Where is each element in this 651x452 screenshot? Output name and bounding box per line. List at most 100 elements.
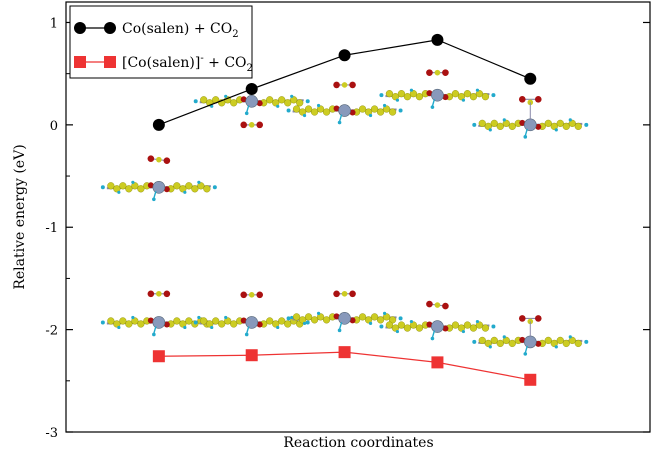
cobalt-atom — [152, 316, 166, 329]
hydrogen-atom — [368, 113, 373, 118]
bond — [153, 191, 157, 199]
molecule-insets — [100, 69, 589, 356]
oxygen-atom — [147, 182, 154, 189]
hydrogen-atom — [152, 332, 156, 337]
carbon-atom — [322, 108, 331, 116]
hydrogen-atom — [409, 319, 414, 324]
carbon-atom — [290, 96, 298, 104]
data-point — [431, 356, 444, 369]
carbon-atom — [266, 317, 274, 325]
y-tick-label: -2 — [45, 324, 58, 339]
co2-oxygen — [442, 302, 449, 310]
molecule-inset — [286, 81, 403, 125]
carbon-atom — [304, 105, 313, 113]
oxygen-atom — [426, 90, 433, 97]
carbon-atom — [502, 336, 510, 345]
hydrogen-atom — [382, 311, 387, 315]
carbon-atom — [322, 316, 331, 324]
legend-entry: Co(salen) + CO2 — [74, 21, 239, 40]
molecule-inset — [379, 300, 496, 341]
cobalt-atom — [245, 316, 259, 329]
hydrogen-atom — [193, 320, 198, 325]
co2-oxygen — [534, 96, 542, 103]
carbon-atom — [131, 317, 139, 325]
legend-marker — [104, 22, 116, 34]
oxygen-atom — [256, 100, 263, 107]
carbon-atom — [230, 320, 238, 328]
carbon-atom — [292, 313, 301, 321]
oxygen-atom — [163, 186, 170, 193]
carbon-atom — [185, 182, 193, 190]
oxygen-atom — [535, 340, 542, 347]
molecule-inset — [286, 290, 403, 333]
carbon-atom — [298, 108, 307, 116]
hydrogen-atom — [100, 185, 105, 190]
carbon-atom — [490, 336, 498, 345]
hydrogen-atom — [244, 111, 249, 116]
hydrogen-atom — [491, 93, 496, 98]
co2-oxygen — [240, 121, 248, 129]
plot-frame — [65, 1, 651, 433]
carbon-atom — [131, 182, 139, 190]
hydrogen-atom — [568, 335, 572, 339]
cobalt-atom — [431, 320, 444, 333]
bond — [431, 330, 436, 338]
hydrogen-atom — [286, 108, 291, 113]
carbon-atom — [230, 99, 238, 107]
y-tick-label: 1 — [50, 16, 58, 31]
cobalt-atom — [338, 312, 351, 325]
hydrogen-atom — [197, 315, 201, 320]
y-axis-ticks: 1 0 -1 -2 -3 — [45, 16, 650, 441]
series-layer — [152, 33, 537, 386]
series-anion — [152, 346, 537, 386]
carbon-atom — [451, 90, 460, 98]
hydrogen-atom — [502, 335, 506, 339]
carbon-atom — [550, 339, 558, 348]
cobalt-atom — [245, 95, 259, 108]
carbon-atom — [556, 119, 564, 127]
carbon-atom — [212, 317, 220, 325]
hydrogen-atom — [395, 329, 400, 334]
carbon-atom — [272, 320, 280, 328]
carbon-atom — [119, 317, 127, 325]
hydrogen-atom — [475, 88, 480, 92]
hydrogen-atom — [398, 108, 403, 113]
hydrogen-atom — [183, 190, 187, 194]
carbon-atom — [544, 336, 552, 345]
carbon-atom — [137, 185, 145, 193]
carbon-atom — [556, 336, 564, 345]
co2-oxygen — [163, 157, 171, 164]
oxygen-atom — [163, 321, 170, 328]
carbon-atom — [478, 119, 486, 127]
bond — [431, 98, 436, 107]
hydrogen-atom — [475, 319, 480, 324]
co2-carbon — [434, 302, 441, 308]
co2-oxygen — [240, 291, 248, 299]
hydrogen-atom — [193, 99, 198, 104]
bond — [246, 105, 250, 113]
carbon-atom — [568, 336, 576, 345]
carbon-atom — [550, 122, 558, 130]
carbon-atom — [272, 99, 280, 107]
hydrogen-atom — [584, 339, 589, 344]
carbon-atom — [562, 339, 570, 348]
data-point — [524, 72, 537, 85]
hydrogen-atom — [305, 320, 310, 325]
carbon-atom — [484, 339, 492, 348]
carbon-atom — [358, 313, 367, 321]
co2-oxygen — [333, 290, 340, 298]
oxygen-atom — [240, 96, 247, 103]
hydrogen-atom — [488, 128, 492, 132]
co2-oxygen — [518, 96, 526, 103]
oxygen-atom — [333, 313, 340, 320]
co2-oxygen — [256, 121, 264, 129]
carbon-atom — [463, 321, 472, 329]
co2-oxygen — [349, 290, 356, 298]
molecule-inset — [100, 290, 217, 337]
co2-carbon — [156, 156, 162, 163]
molecule-inset — [379, 69, 496, 109]
co2-oxygen — [534, 315, 542, 322]
legend-marker — [74, 56, 86, 68]
carbon-atom — [484, 122, 492, 130]
